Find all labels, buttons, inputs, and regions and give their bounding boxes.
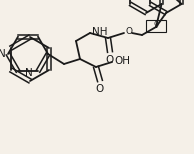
Text: OH: OH bbox=[114, 56, 130, 66]
Text: NH: NH bbox=[92, 27, 107, 37]
Text: O: O bbox=[96, 84, 104, 94]
Text: N: N bbox=[0, 49, 6, 59]
Text: 9: 9 bbox=[154, 22, 158, 30]
Text: O: O bbox=[125, 26, 132, 36]
Bar bbox=[146, 20, 166, 32]
Text: O: O bbox=[106, 55, 114, 65]
Text: N: N bbox=[25, 68, 33, 78]
